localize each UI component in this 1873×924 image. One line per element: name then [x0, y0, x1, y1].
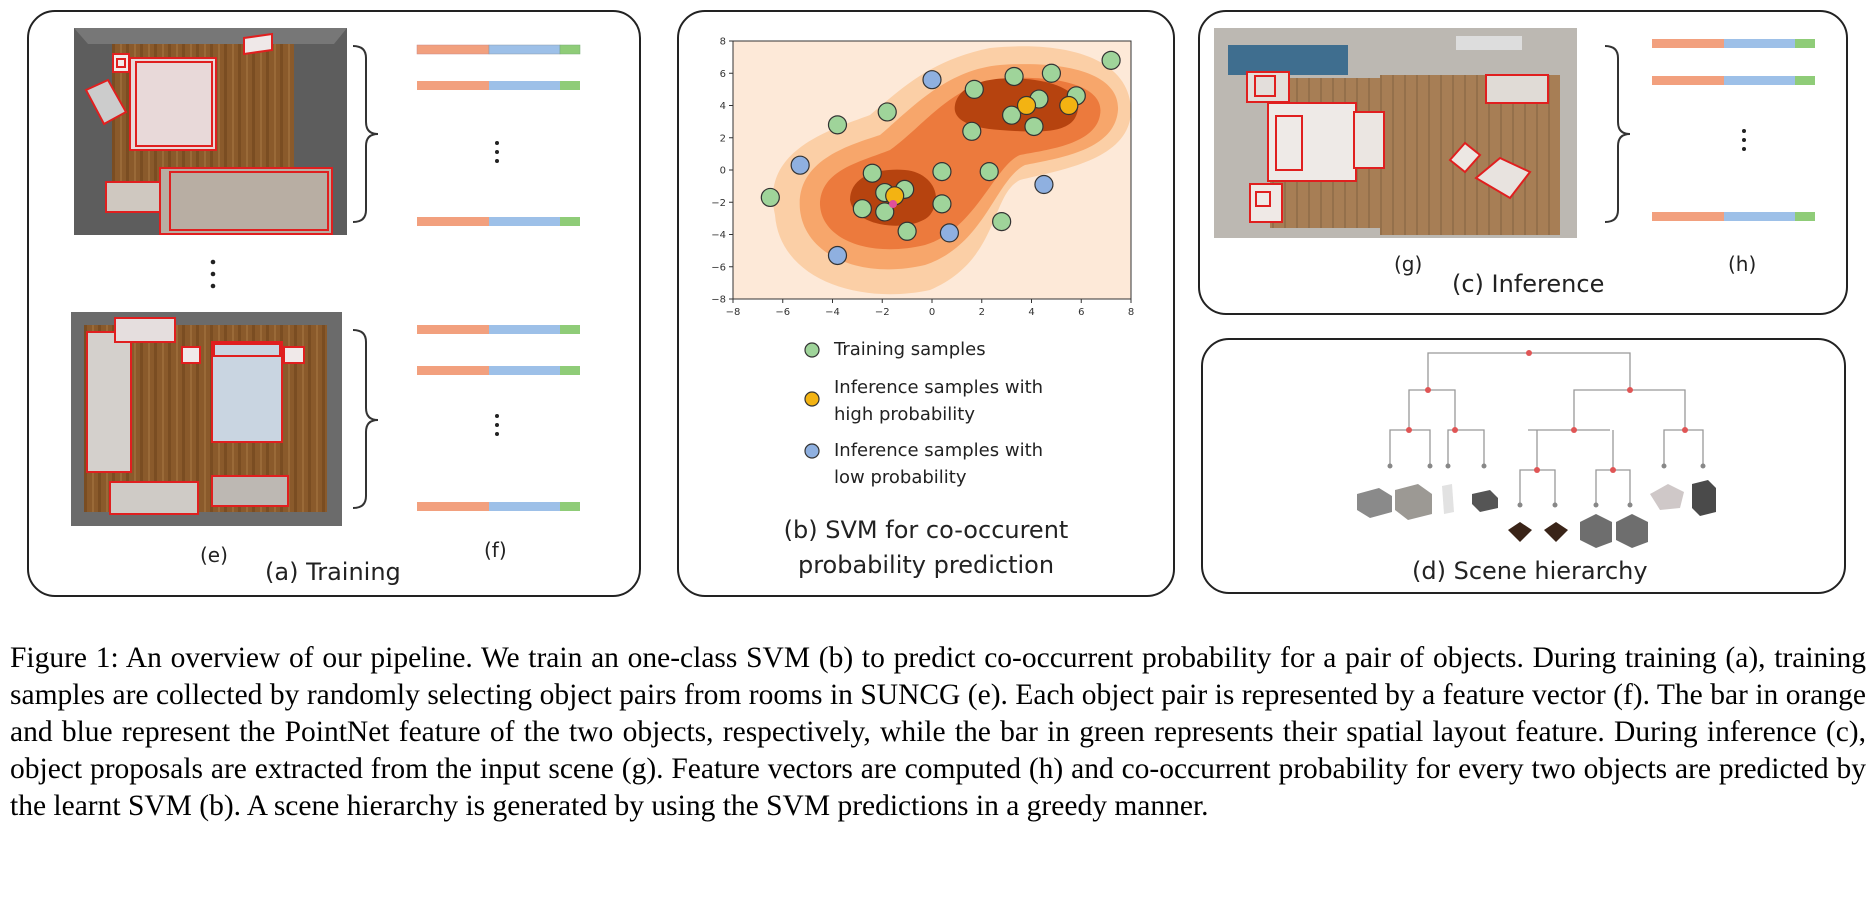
svm-plot: −8 −6 −4 −2 0 2 4 6 8 8 6 4 2 0 −2 −4 −6 −8: [711, 37, 1134, 319]
y-tick-label: 6: [720, 69, 726, 80]
training-point: [1101, 50, 1121, 70]
figure-caption-text: Figure 1: An overview of our pipeline. W…: [10, 642, 1866, 822]
room-separator-dots: [210, 259, 216, 289]
hierarchy-nodes: [1357, 350, 1716, 548]
hierarchy-tree: [1389, 352, 1704, 505]
inference-brace: [1604, 45, 1631, 223]
inference-scene-image: [1214, 28, 1577, 238]
high-prob-point: [1059, 95, 1079, 116]
y-tick-label: 0: [720, 166, 726, 177]
low-prob-point: [922, 70, 942, 90]
training-point: [1024, 116, 1044, 137]
scene-label-g: (g): [1394, 252, 1423, 276]
y-tick-label: −2: [711, 198, 726, 209]
training-point: [852, 199, 872, 219]
x-tick-label: 8: [1128, 307, 1134, 318]
low-prob-point: [939, 223, 960, 243]
figure-graphics: −8 −6 −4 −2 0 2 4 6 8 8 6 4 2 0 −2 −4 −6 −8: [71, 28, 1815, 548]
training-point: [964, 79, 984, 99]
svm-legend-markers: [804, 342, 820, 459]
axis-ticks: −8 −6 −4 −2 0 2 4 6 8 8 6 4 2 0 −2 −4 −6 −8: [711, 37, 1134, 319]
x-tick-label: −2: [875, 307, 890, 318]
legend-label-high-1: Inference samples with: [834, 377, 1044, 398]
svm-caption-line1: (b) SVM for co-occurent: [783, 516, 1069, 544]
figure-caption: Figure 1: An overview of our pipeline. W…: [10, 640, 1866, 825]
low-prob-point: [1034, 174, 1054, 195]
training-point: [827, 115, 848, 135]
training-caption: (a) Training: [265, 558, 401, 586]
training-point: [962, 121, 982, 141]
svm-caption-line2: probability prediction: [797, 551, 1055, 579]
legend-label-low-2: low probability: [834, 467, 967, 488]
hierarchy-panel: [1201, 338, 1846, 594]
room-label-e: (e): [200, 543, 228, 567]
legend-label-high-2: high probability: [834, 404, 976, 425]
high-prob-point: [1016, 95, 1037, 116]
training-point: [760, 187, 780, 208]
legend-marker-training: [804, 342, 820, 358]
legend-label-low-1: Inference samples with: [834, 440, 1044, 461]
y-tick-label: 4: [720, 101, 726, 112]
training-point: [932, 162, 952, 182]
training-point: [1001, 105, 1022, 125]
y-tick-label: 2: [720, 133, 726, 144]
training-point: [875, 202, 895, 222]
training-point: [877, 102, 897, 122]
y-tick-label: −8: [711, 295, 726, 306]
y-tick-label: −4: [711, 230, 726, 241]
x-tick-label: 2: [979, 307, 985, 318]
legend-marker-high: [804, 391, 820, 407]
x-tick-label: 0: [929, 307, 935, 318]
hierarchy-caption: (d) Scene hierarchy: [1412, 557, 1648, 585]
room-top-image: [74, 28, 347, 235]
training-point: [992, 212, 1012, 232]
training-feature-bars: [416, 44, 581, 511]
legend-marker-low: [804, 443, 820, 459]
training-point: [1041, 63, 1062, 83]
room-bottom-image: [71, 312, 342, 526]
x-tick-label: −4: [825, 307, 840, 318]
low-prob-point: [827, 245, 848, 266]
x-tick-label: 4: [1028, 307, 1034, 318]
low-prob-point: [790, 155, 810, 175]
training-point: [1004, 66, 1024, 87]
training-braces: [352, 45, 379, 509]
training-point: [932, 194, 952, 214]
training-point: [862, 163, 882, 183]
x-tick-label: −6: [775, 307, 790, 318]
training-point: [979, 162, 999, 182]
highlight-marker: [889, 200, 897, 208]
inference-feature-bars: [1652, 39, 1815, 221]
inference-caption: (c) Inference: [1452, 270, 1605, 298]
x-tick-label: 6: [1078, 307, 1084, 318]
feature-label-h: (h): [1728, 252, 1757, 276]
legend-label-training: Training samples: [834, 339, 986, 360]
training-point: [897, 221, 917, 241]
y-tick-label: −6: [711, 262, 726, 273]
x-tick-label: −8: [726, 307, 741, 318]
feature-label-f: (f): [484, 538, 507, 562]
y-tick-label: 8: [720, 37, 726, 48]
